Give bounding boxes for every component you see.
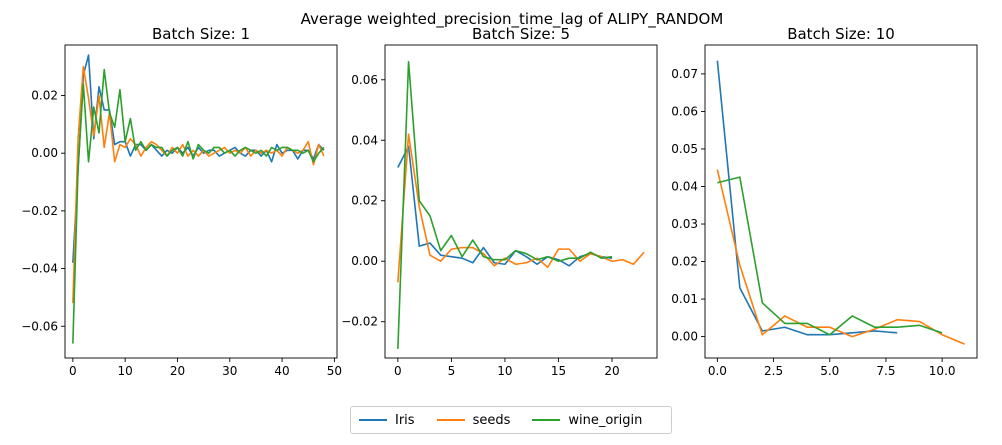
y-tick-label: −0.02 <box>21 204 58 218</box>
y-tick-label: 0.00 <box>351 254 378 268</box>
y-tick-label: −0.06 <box>21 319 58 333</box>
series-line-seeds <box>397 133 645 283</box>
axes-frame <box>384 44 658 359</box>
legend-label-iris: Iris <box>395 412 415 428</box>
subplots: Batch Size: 10 10 20 30 40 50−0.06−0.04−0.020… <box>21 25 978 378</box>
x-tick-label: 7.5 <box>876 364 895 378</box>
y-tick-label: 0.00 <box>671 330 698 344</box>
y-tick-label: 0.03 <box>671 217 698 231</box>
y-tick-label: 0.02 <box>671 255 698 269</box>
y-tick-label: 0.04 <box>671 179 698 193</box>
legend-swatch-wine-origin <box>532 419 561 421</box>
y-tick-label: 0.07 <box>671 67 698 81</box>
y-tick-label: 0.02 <box>31 88 58 102</box>
series-line-iris <box>397 145 613 267</box>
x-tick-label: 0.0 <box>708 364 727 378</box>
subplot-2: Batch Size: 5 0 5 10 15 20 −0.02 0.00 0.02 0.04 0.… <box>341 25 658 378</box>
x-tick-label: 10.0 <box>929 364 956 378</box>
subplot-title: Batch Size: 5 <box>472 25 570 43</box>
x-tick-label: 30 <box>222 364 237 378</box>
y-tick-label: 0.06 <box>351 73 378 87</box>
x-tick-label: 40 <box>274 364 289 378</box>
x-tick-label: 0 <box>69 364 77 378</box>
axes-frame <box>64 44 338 359</box>
series-line-seeds <box>716 169 965 345</box>
x-tick-label: 20 <box>170 364 185 378</box>
y-tick-label: 0.00 <box>31 146 58 160</box>
x-tick-label: 15 <box>551 364 566 378</box>
y-tick-label: 0.02 <box>351 194 378 208</box>
x-tick-label: 20 <box>604 364 619 378</box>
legend-swatch-seeds <box>436 419 465 421</box>
legend-item-seeds: seeds <box>436 412 511 428</box>
x-tick-label: 5.0 <box>820 364 839 378</box>
series-line-wine-origin <box>72 68 325 344</box>
series-line-wine-origin <box>397 60 613 349</box>
y-tick-label: −0.02 <box>341 315 378 329</box>
y-tick-label: 0.04 <box>351 133 378 147</box>
x-tick-label: 10 <box>118 364 133 378</box>
y-tick-label: 0.01 <box>671 292 698 306</box>
axes-frame <box>704 44 978 359</box>
legend-label-wine-origin: wine_origin <box>568 412 643 428</box>
y-tick-label: 0.05 <box>671 142 698 156</box>
subplot-title: Batch Size: 1 <box>152 25 250 43</box>
legend-item-iris: Iris <box>359 413 415 428</box>
legend-item-wine-origin: wine_origin <box>532 413 642 428</box>
x-tick-label: 10 <box>497 364 512 378</box>
x-tick-label: 0 <box>394 364 402 378</box>
series-line-wine-origin <box>717 176 943 336</box>
subplot-1: Batch Size: 1 0 10 20 30 40 50 −0.06 −0.04 −0.02 0… <box>21 25 342 378</box>
series-line-seeds <box>72 65 325 304</box>
legend: Iris seeds wine_origin <box>350 406 672 434</box>
subplot-3: Batch Size: 10 0.0 2.5 5.0 7.5 10.0 0.00 0.01 0.… <box>671 25 978 378</box>
y-tick-label: 0.06 <box>671 104 698 118</box>
x-tick-label: 5 <box>448 364 456 378</box>
x-tick-label: 2.5 <box>764 364 783 378</box>
subplot-title: Batch Size: 10 <box>787 25 895 43</box>
legend-label-seeds: seeds <box>472 412 511 428</box>
legend-swatch-iris <box>359 419 387 421</box>
series-line-iris <box>72 54 325 263</box>
y-tick-label: −0.04 <box>21 262 58 276</box>
x-tick-label: 50 <box>327 364 342 378</box>
figure-suptitle: Average weighted_precision_time_lag of A… <box>301 10 724 29</box>
